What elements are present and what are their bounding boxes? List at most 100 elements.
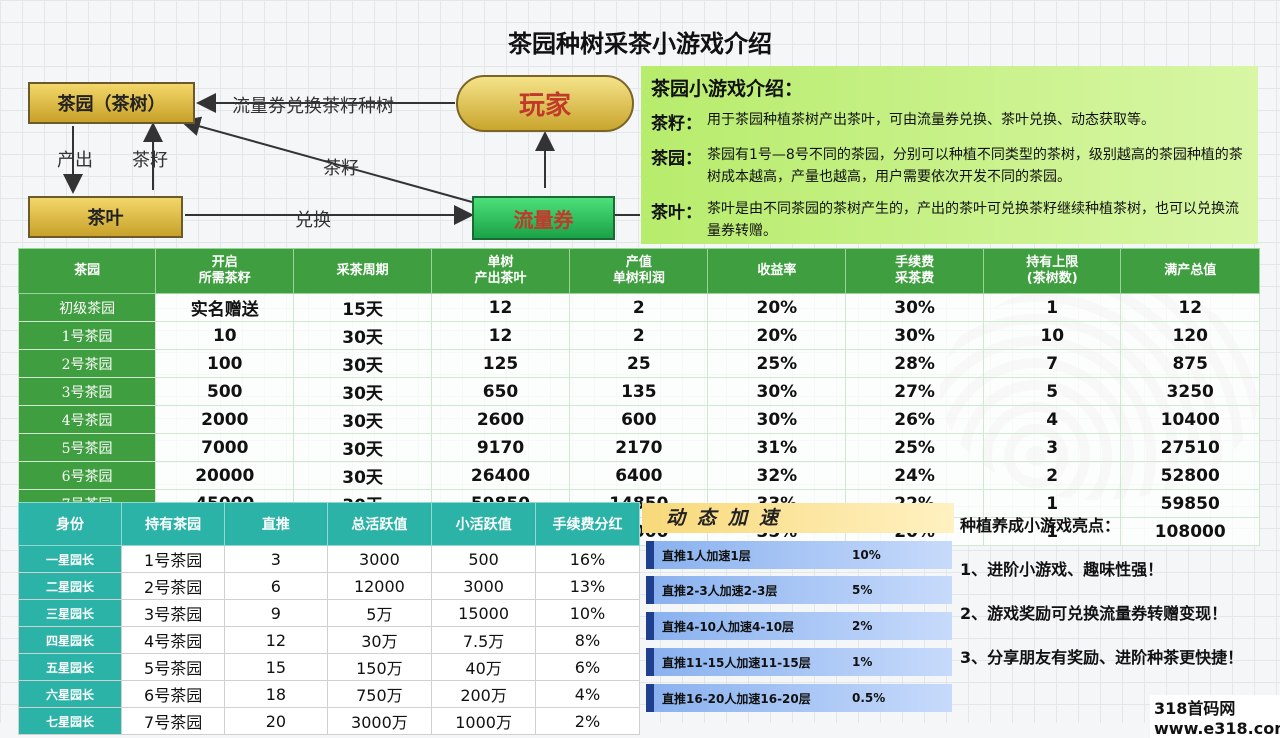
- table-cell: 20%: [707, 293, 847, 322]
- flow-label-seed: 茶籽: [132, 150, 168, 171]
- table-cell: 24%: [845, 461, 985, 490]
- page-title: 茶园种树采茶小游戏介绍: [508, 30, 772, 58]
- boost-item: 直推4-10人加速4-10层 2%: [646, 612, 952, 640]
- table-cell: 5: [983, 377, 1122, 406]
- table-cell: 28%: [845, 349, 985, 378]
- table-cell: 16%: [534, 545, 641, 573]
- table-cell: 15天: [293, 293, 432, 322]
- table-cell: 20%: [707, 321, 847, 350]
- table-cell: 30天: [293, 349, 432, 378]
- table-cell: 6号茶园: [121, 680, 226, 708]
- table-cell: 1: [983, 517, 1122, 546]
- table-cell: 40万: [431, 653, 536, 681]
- boost-rate: 10%: [852, 548, 881, 562]
- table-cell: 4: [983, 405, 1122, 434]
- table-cell: 2: [569, 293, 709, 322]
- table-cell: 650: [430, 377, 571, 406]
- table-cell: 125: [430, 349, 571, 378]
- intro-panel: 茶园小游戏介绍： 茶籽： 用于茶园种植茶树产出茶叶，可由流量券兑换、茶叶兑换、动…: [641, 66, 1258, 244]
- rank-table-header: 身份 持有茶园 直推 总活跃值 小活跃值 手续费分红: [17, 502, 641, 546]
- header-cell: 产值 单树利润: [569, 248, 709, 294]
- table-cell: 100: [155, 349, 295, 378]
- row-header-cell: 二星园长: [17, 572, 123, 600]
- table-row: 五星园长 5号茶园 15 150万 40万 6%: [17, 653, 641, 681]
- table-cell: 12000: [326, 572, 433, 600]
- intro-item-seed: 茶籽： 用于茶园种植茶树产出茶叶，可由流量券兑换、茶叶兑换、动态获取等。: [651, 109, 1248, 134]
- table-row: 1号茶园 10 30天 12 2 20% 30% 10 120: [17, 321, 1260, 350]
- flow-label-seed-2: 茶籽: [323, 158, 359, 179]
- table-cell: 7000: [155, 433, 295, 462]
- flow-label-exchange: 兑换: [295, 210, 331, 231]
- row-header-cell: 1号茶园: [17, 321, 157, 350]
- rank-table: 身份 持有茶园 直推 总活跃值 小活跃值 手续费分红 一星园长 1号茶园 3 3000…: [17, 502, 641, 735]
- header-cell: 单树 产出茶叶: [430, 248, 571, 294]
- table-cell: 30天: [293, 377, 432, 406]
- header-cell: 直推: [224, 502, 328, 546]
- table-cell: 5号茶园: [121, 653, 226, 681]
- table-cell: 30天: [293, 461, 432, 490]
- table-row: 四星园长 4号茶园 12 30万 7.5万 8%: [17, 626, 641, 654]
- table-cell: 30天: [293, 321, 432, 350]
- garden-table: 茶园 开启 所需茶籽 采茶周期 单树 产出茶叶 产值 单树利润 收益率 手续费 …: [17, 248, 1260, 546]
- table-cell: 30%: [845, 293, 985, 322]
- header-cell: 身份: [17, 502, 123, 546]
- table-cell: 30%: [707, 377, 847, 406]
- table-cell: 25: [569, 349, 709, 378]
- flow-player-box: 玩家: [456, 75, 634, 132]
- row-header-cell: 三星园长: [17, 599, 123, 627]
- table-row: 一星园长 1号茶园 3 3000 500 16%: [17, 545, 641, 573]
- table-cell: 120: [1120, 321, 1260, 350]
- table-cell: 7: [983, 349, 1122, 378]
- intro-heading: 茶园小游戏介绍：: [651, 78, 804, 100]
- intro-value: 茶叶是由不同茶园的茶树产生的，产出的茶叶可兑换茶籽继续种植茶树，也可以兑换流量券…: [707, 201, 1239, 239]
- boost-item: 直推16-20人加速16-20层 0.5%: [646, 684, 952, 712]
- table-row: 三星园长 3号茶园 9 5万 15000 10%: [17, 599, 641, 627]
- table-cell: 30天: [293, 405, 432, 434]
- table-cell: 9170: [430, 433, 571, 462]
- boost-rate: 1%: [852, 655, 873, 669]
- table-cell: 52800: [1120, 461, 1260, 490]
- header-cell: 持有上限 (茶树数): [983, 248, 1122, 294]
- table-cell: 10400: [1120, 405, 1260, 434]
- row-header-cell: 6号茶园: [17, 461, 157, 490]
- table-cell: 3250: [1120, 377, 1260, 406]
- table-cell: 2000: [155, 405, 295, 434]
- table-cell: 10: [983, 321, 1122, 350]
- table-cell: 18: [224, 680, 328, 708]
- header-cell: 收益率: [707, 248, 847, 294]
- header-cell: 满产总值: [1120, 248, 1260, 294]
- table-cell: 8%: [534, 626, 641, 654]
- header-cell: 小活跃值: [431, 502, 536, 546]
- highlights-heading: 种植养成小游戏亮点：: [960, 516, 1121, 535]
- table-cell: 750万: [326, 680, 433, 708]
- table-row: 2号茶园 100 30天 125 25 25% 28% 7 875: [17, 349, 1260, 378]
- table-cell: 27%: [845, 377, 985, 406]
- flow-label-output: 产出: [57, 150, 93, 171]
- intro-value: 茶园有1号—8号不同的茶园，分别可以种植不同类型的茶树，级别越高的茶园种植的茶树…: [707, 147, 1243, 185]
- header-cell: 手续费 采茶费: [845, 248, 985, 294]
- row-header-cell: 初级茶园: [17, 293, 157, 322]
- table-cell: 26400: [430, 461, 571, 490]
- boost-label: 直推11-15人加速11-15层: [662, 655, 811, 670]
- table-cell: 6: [224, 572, 328, 600]
- table-row: 七星园长 7号茶园 20 3000万 1000万 2%: [17, 707, 641, 735]
- table-row: 六星园长 6号茶园 18 750万 200万 4%: [17, 680, 641, 708]
- table-cell: 135: [569, 377, 709, 406]
- boost-rate: 2%: [852, 619, 873, 633]
- table-cell: 500: [155, 377, 295, 406]
- row-header-cell: 七星园长: [17, 707, 123, 735]
- table-cell: 3000: [326, 545, 433, 573]
- table-cell: 12: [430, 293, 571, 322]
- table-cell: 3: [224, 545, 328, 573]
- table-cell: 108000: [1120, 517, 1260, 546]
- table-cell: 6%: [534, 653, 641, 681]
- table-cell: 59850: [1120, 489, 1260, 518]
- table-cell: 7.5万: [431, 626, 536, 654]
- table-cell: 5万: [326, 599, 433, 627]
- table-cell: 25%: [707, 349, 847, 378]
- row-header-cell: 六星园长: [17, 680, 123, 708]
- table-cell: 1: [983, 293, 1122, 322]
- flow-coupon-box: 流量券: [472, 196, 615, 240]
- table-cell: 875: [1120, 349, 1260, 378]
- header-cell: 手续费分红: [534, 502, 641, 546]
